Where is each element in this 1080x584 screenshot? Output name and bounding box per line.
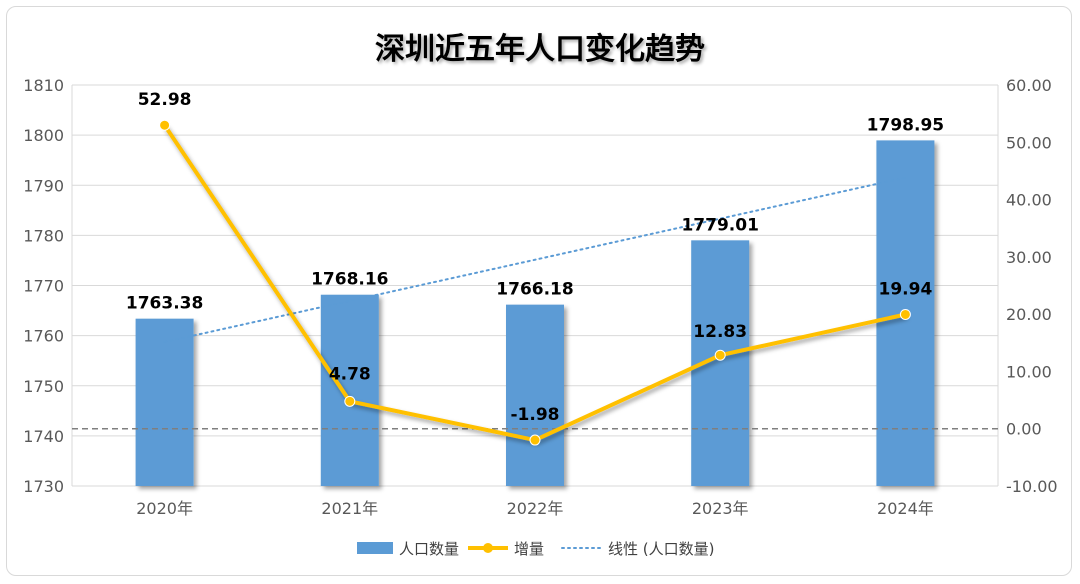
bar-data-label: 1779.01	[681, 215, 758, 235]
y-left-tick-label: 1810	[23, 76, 64, 95]
legend-label-trend: 线性 (人口数量)	[608, 540, 714, 558]
x-tick-label: 2024年	[877, 499, 934, 518]
bar-data-label: 1798.95	[867, 115, 944, 135]
increment-marker	[899, 308, 911, 320]
y-left-tick-label: 1750	[23, 377, 64, 396]
y-right-tick-label: 0.00	[1006, 420, 1042, 439]
trendline	[163, 176, 907, 343]
bar	[506, 304, 564, 486]
y-left-tick-label: 1800	[23, 126, 64, 145]
bar-data-label: 1768.16	[311, 270, 388, 290]
increment-marker	[344, 395, 356, 407]
y-right-tick-label: -10.00	[1006, 477, 1058, 496]
line-data-label: -1.98	[511, 405, 560, 425]
x-tick-label: 2021年	[321, 499, 378, 518]
increment-marker	[714, 349, 726, 361]
y-right-tick-label: 40.00	[1006, 191, 1052, 210]
y-right-tick-label: 50.00	[1006, 133, 1052, 152]
bar-data-label: 1766.18	[496, 280, 573, 300]
x-tick-label: 2023年	[692, 499, 749, 518]
y-right-tick-label: 10.00	[1006, 362, 1052, 381]
legend-label-increment: 增量	[514, 540, 544, 558]
y-left-tick-label: 1770	[23, 277, 64, 296]
increment-marker	[529, 434, 541, 446]
x-tick-label: 2020年	[136, 499, 193, 518]
y-left-tick-label: 1730	[23, 477, 64, 496]
increment-marker	[159, 119, 171, 131]
x-tick-label: 2022年	[507, 499, 564, 518]
y-left-tick-label: 1760	[23, 327, 64, 346]
legend-swatch-marker	[483, 543, 493, 553]
bar	[320, 294, 379, 486]
line-data-label: 12.83	[693, 322, 747, 342]
line-data-label: 19.94	[879, 279, 933, 299]
chart-title: 深圳近五年人口变化趋势	[375, 32, 705, 67]
bar	[135, 318, 194, 486]
y-right-tick-label: 30.00	[1006, 248, 1052, 267]
y-left-tick-label: 1780	[23, 226, 64, 245]
y-right-tick-label: 20.00	[1006, 305, 1052, 324]
legend-swatch-bar	[357, 542, 393, 554]
bar-data-label: 1763.38	[126, 294, 203, 314]
y-left-tick-label: 1740	[23, 427, 64, 446]
line-data-label: 52.98	[138, 90, 192, 110]
legend-label-population: 人口数量	[399, 540, 459, 558]
y-right-tick-label: 60.00	[1006, 76, 1052, 95]
y-left-tick-label: 1790	[23, 176, 64, 195]
line-data-label: 4.78	[329, 364, 371, 384]
